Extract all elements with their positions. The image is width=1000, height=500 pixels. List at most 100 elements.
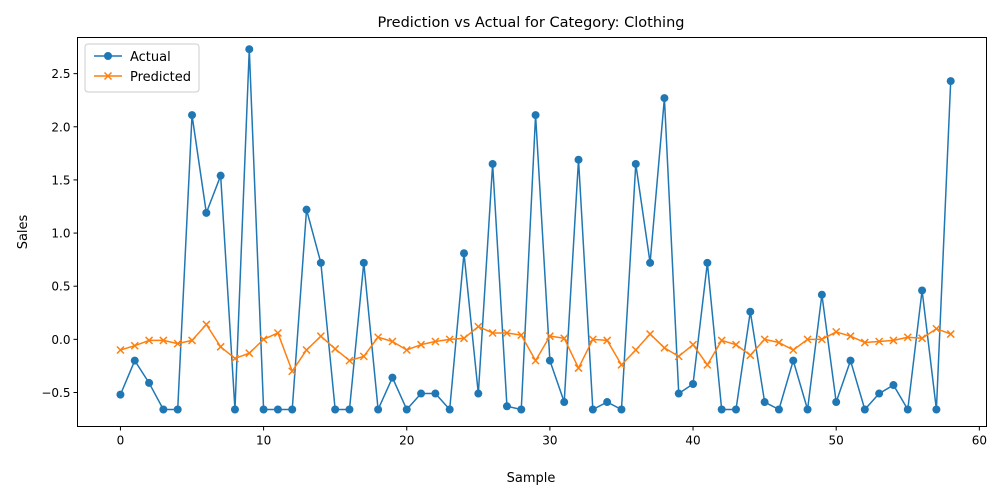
- actual-point: [517, 405, 526, 414]
- predicted-point: [388, 337, 397, 346]
- actual-point: [331, 405, 340, 414]
- predicted-point: [116, 345, 125, 355]
- predicted-point: [746, 351, 755, 360]
- actual-point: [502, 402, 511, 411]
- x-axis-label: Sample: [507, 471, 556, 486]
- predicted-point: [889, 336, 898, 345]
- x-tick-label: 60: [972, 434, 987, 448]
- actual-point: [216, 171, 225, 180]
- actual-point: [774, 405, 783, 414]
- actual-point: [130, 356, 139, 365]
- predicted-point: [875, 337, 884, 346]
- predicted-point: [474, 322, 483, 331]
- predicted-point: [431, 337, 440, 346]
- predicted-point: [545, 332, 554, 341]
- actual-point: [230, 405, 239, 414]
- actual-point: [946, 77, 955, 86]
- predicted-point: [646, 330, 655, 339]
- actual-point: [188, 111, 197, 120]
- actual-point: [817, 290, 826, 299]
- legend-marker-predicted: [103, 71, 113, 81]
- actual-point: [488, 159, 497, 168]
- predicted-point: [402, 345, 411, 355]
- actual-point: [531, 111, 540, 120]
- actual-point: [631, 159, 640, 168]
- predicted-point: [531, 356, 540, 365]
- predicted-point: [846, 332, 855, 341]
- predicted-point: [173, 339, 182, 348]
- predicted-point: [617, 360, 626, 369]
- predicted-point: [202, 320, 211, 329]
- predicted-point: [689, 340, 698, 349]
- actual-point: [259, 405, 268, 414]
- actual-point: [316, 258, 325, 267]
- legend: Actual Predicted: [84, 43, 200, 93]
- y-tick-label: 2.5: [51, 67, 70, 81]
- actual-point: [173, 405, 182, 414]
- predicted-point: [603, 336, 612, 345]
- actual-point: [374, 405, 383, 414]
- actual-point: [889, 381, 898, 390]
- x-axis: 0 10 20 30 40 50 60: [117, 426, 987, 448]
- y-tick-label: 1.5: [51, 173, 70, 187]
- actual-point: [460, 249, 469, 258]
- predicted-point: [803, 335, 812, 344]
- predicted-point: [345, 356, 354, 365]
- x-tick-label: 10: [256, 434, 271, 448]
- predicted-point: [774, 338, 783, 347]
- predicted-point: [903, 333, 912, 342]
- y-tick-label: 2.0: [51, 120, 70, 134]
- predicted-point: [417, 340, 426, 349]
- predicted-point: [273, 328, 282, 338]
- predicted-point: [703, 360, 712, 369]
- predicted-point: [932, 324, 941, 333]
- y-tick-label: 0.0: [51, 333, 70, 347]
- predicted-point: [660, 343, 669, 352]
- legend-marker-actual: [104, 52, 112, 60]
- predicted-point: [574, 364, 583, 373]
- predicted-point: [588, 335, 597, 344]
- plot-frame: [77, 37, 987, 427]
- predicted-point: [717, 336, 726, 345]
- predicted-point: [918, 334, 927, 343]
- actual-point: [560, 398, 569, 407]
- predicted-point: [560, 334, 569, 343]
- actual-point: [674, 389, 683, 398]
- predicted-point: [245, 349, 254, 358]
- actual-point: [932, 405, 941, 414]
- actual-point: [388, 373, 397, 382]
- predicted-point: [316, 332, 325, 341]
- predicted-point: [130, 341, 139, 350]
- predicted-point: [488, 328, 497, 338]
- actual-point: [703, 258, 712, 267]
- actual-point: [731, 405, 740, 414]
- y-tick-label: −0.5: [41, 386, 70, 400]
- y-tick-label: 1.0: [51, 227, 70, 241]
- chart-title: Prediction vs Actual for Category: Cloth…: [378, 15, 685, 31]
- actual-point: [345, 405, 354, 414]
- actual-point: [402, 405, 411, 414]
- predicted-point: [674, 352, 683, 361]
- actual-point: [159, 405, 168, 414]
- predicted-point: [760, 335, 769, 344]
- predicted-point: [832, 327, 841, 336]
- predicted-point: [302, 345, 311, 355]
- actual-point: [803, 405, 812, 414]
- x-tick-label: 20: [399, 434, 414, 448]
- predicted-point: [731, 340, 741, 349]
- actual-point: [202, 208, 211, 217]
- predicted-point: [445, 335, 454, 344]
- actual-point: [660, 94, 669, 103]
- predicted-point: [216, 342, 225, 351]
- actual-point: [875, 389, 884, 398]
- actual-point: [689, 379, 698, 388]
- actual-point: [145, 378, 154, 387]
- y-axis: −0.5 0.0 0.5 1.0 1.5 2.0 2.5: [41, 67, 78, 400]
- actual-point: [431, 389, 440, 398]
- legend-label-actual: Actual: [130, 50, 171, 65]
- predicted-point: [374, 333, 383, 342]
- y-tick-label: 0.5: [51, 280, 70, 294]
- predicted-point: [860, 338, 869, 347]
- predicted-point: [459, 334, 469, 343]
- predicted-point: [331, 344, 340, 353]
